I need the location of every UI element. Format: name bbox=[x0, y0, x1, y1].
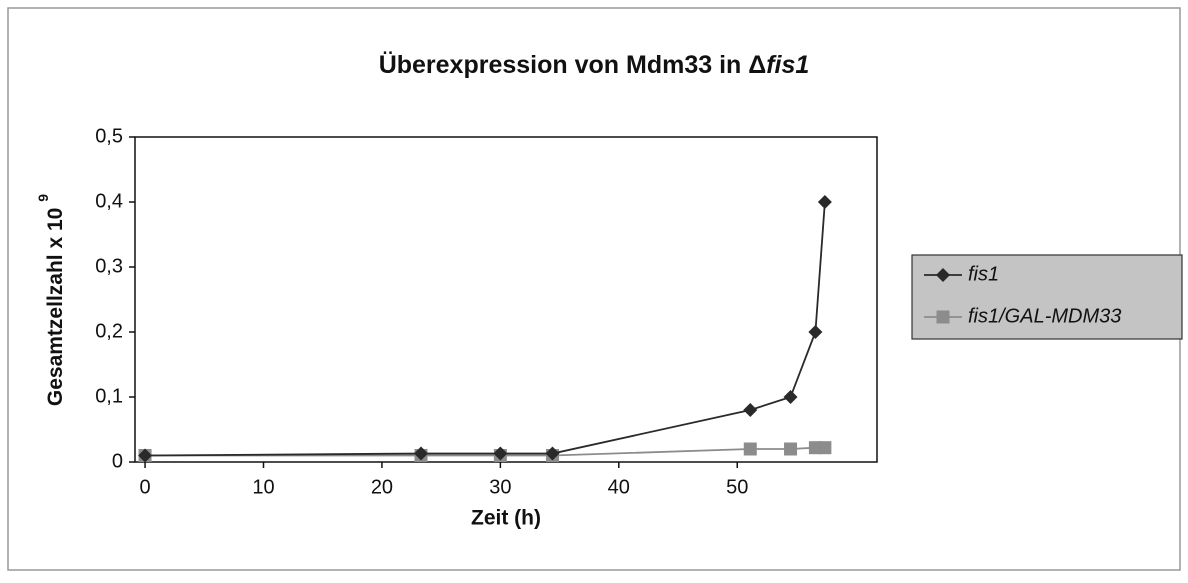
y-tick-label: 0,5 bbox=[95, 125, 123, 147]
x-tick-label: 10 bbox=[252, 476, 274, 498]
data-point bbox=[743, 403, 758, 417]
x-tick-label: 30 bbox=[489, 476, 511, 498]
legend-marker bbox=[936, 310, 950, 324]
data-point bbox=[743, 442, 757, 456]
data-point bbox=[818, 441, 832, 455]
x-tick-label: 0 bbox=[140, 476, 151, 498]
y-tick-label: 0,3 bbox=[95, 255, 123, 277]
y-tick-label: 0,4 bbox=[95, 190, 123, 212]
data-point bbox=[138, 448, 153, 463]
data-point bbox=[784, 442, 798, 456]
data-point bbox=[783, 390, 798, 404]
y-axis-label: Gesamtzellzahl x 10 9 bbox=[35, 194, 67, 406]
data-point bbox=[545, 446, 560, 461]
x-tick-label: 50 bbox=[726, 476, 748, 498]
data-point bbox=[414, 446, 429, 461]
y-tick-label: 0,2 bbox=[95, 320, 123, 342]
series-line bbox=[145, 201, 826, 457]
y-tick-label: 0 bbox=[112, 450, 123, 472]
legend-label: fis1/GAL-MDM33 bbox=[968, 305, 1121, 327]
legend-box bbox=[911, 254, 1183, 340]
y-label-text: Gesamtzellzahl x 10 bbox=[44, 208, 67, 406]
x-tick-label: 40 bbox=[608, 476, 630, 498]
plot-area bbox=[134, 136, 878, 463]
title-text: Überexpression von Mdm33 in Δ bbox=[379, 50, 767, 79]
x-axis-label: Zeit (h) bbox=[471, 507, 541, 530]
y-tick-label: 0,1 bbox=[95, 385, 123, 407]
chart-title: Überexpression von Mdm33 in Δfis1 bbox=[379, 50, 810, 79]
legend-marker bbox=[936, 268, 950, 282]
data-point bbox=[817, 195, 832, 209]
legend-label: fis1 bbox=[968, 263, 999, 285]
data-point bbox=[808, 325, 823, 339]
x-tick-label: 20 bbox=[371, 476, 393, 498]
y-label-exponent: 9 bbox=[35, 194, 51, 202]
data-point bbox=[493, 446, 508, 461]
title-italic: fis1 bbox=[766, 51, 809, 79]
